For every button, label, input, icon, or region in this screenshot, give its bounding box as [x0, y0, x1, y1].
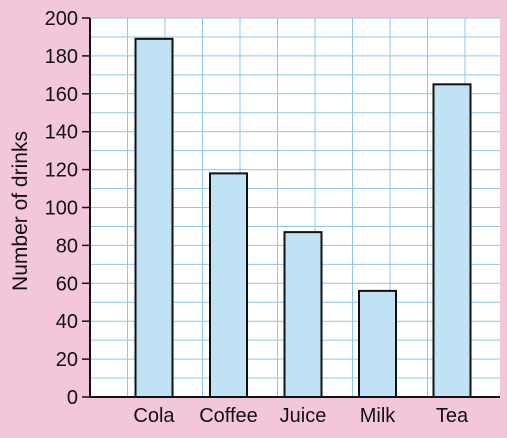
y-tick-label: 60 [56, 273, 78, 295]
y-tick-label: 0 [67, 387, 78, 409]
y-tick-label: 100 [45, 198, 78, 220]
y-tick-label: 160 [45, 84, 78, 106]
bar-coffee [209, 172, 248, 398]
y-tick-label: 120 [45, 160, 78, 182]
y-tick-label: 140 [45, 122, 78, 144]
y-tick-label: 20 [56, 349, 78, 371]
y-tick-label: 40 [56, 311, 78, 333]
x-tick-label: Milk [360, 405, 397, 427]
bar-cola [134, 37, 174, 398]
bar-milk [358, 289, 397, 399]
x-tick-label: Juice [280, 405, 327, 427]
y-tick-label: 80 [56, 235, 78, 257]
x-tick-label: Tea [436, 405, 469, 427]
y-tick-label: 180 [45, 46, 78, 68]
x-tick-label: Cola [133, 405, 175, 427]
y-tick-label: 200 [45, 8, 78, 30]
bar-tea [432, 83, 472, 398]
y-axis-label: Number of drinks [9, 131, 32, 291]
x-tick-label: Coffee [199, 405, 258, 427]
bar-juice [283, 231, 323, 398]
